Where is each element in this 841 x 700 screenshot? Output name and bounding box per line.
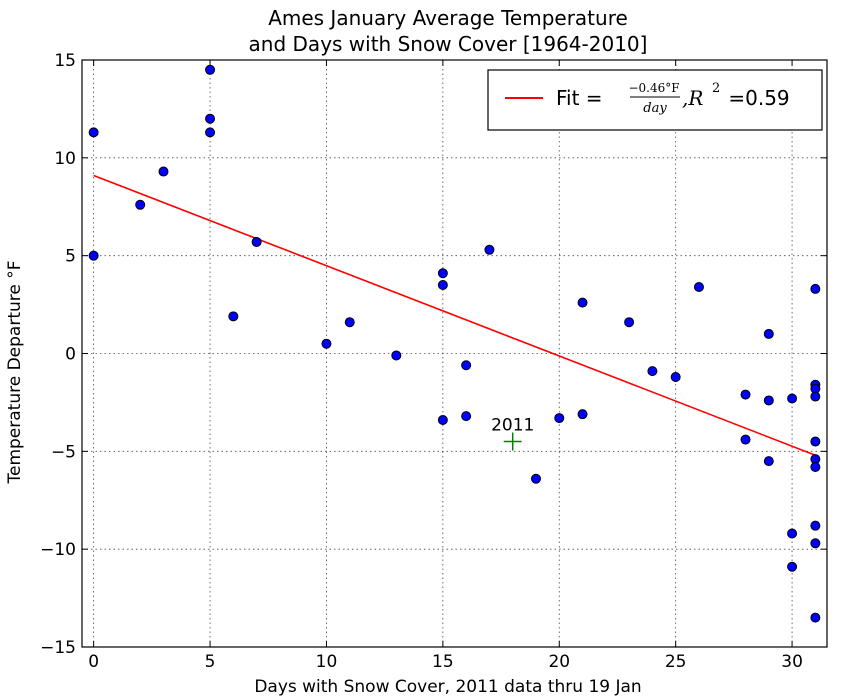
data-point (810, 436, 821, 447)
data-point (530, 473, 541, 484)
legend-r-squared-value: =0.59 (722, 86, 790, 110)
data-point (647, 366, 658, 377)
data-point (577, 409, 588, 420)
plot-frame (81, 59, 828, 648)
fit-line (93, 174, 816, 456)
chart-title-line-2: and Days with Snow Cover [1964-2010] (249, 32, 648, 56)
data-point (763, 456, 774, 467)
y-tick-label: −10 (40, 540, 76, 560)
data-point (251, 236, 262, 247)
data-point (810, 538, 821, 549)
legend-box (487, 69, 823, 131)
x-tick-label: 20 (548, 652, 570, 672)
data-point (624, 317, 635, 328)
grid-lines (82, 59, 827, 648)
data-point (577, 297, 588, 308)
data-point (88, 127, 99, 138)
legend-r-squared-symbol: ,R (682, 86, 703, 110)
data-point (787, 528, 798, 539)
y-tick-label: 10 (54, 149, 76, 169)
data-points (88, 64, 821, 623)
data-point (810, 283, 821, 294)
data-point (554, 413, 565, 424)
data-point (484, 244, 495, 255)
data-point (228, 311, 239, 322)
data-point (158, 166, 169, 177)
data-point (810, 461, 821, 472)
data-point (437, 268, 448, 279)
data-point (740, 389, 751, 400)
data-point (787, 393, 798, 404)
legend-fit-prefix: Fit = (556, 86, 609, 110)
x-tick-label: 10 (316, 652, 338, 672)
data-point (135, 199, 146, 210)
data-point (321, 338, 332, 349)
legend-fraction-numerator: −0.46°F (628, 81, 679, 95)
y-tick-label: −5 (51, 442, 76, 462)
legend-fraction-denominator: day (643, 101, 667, 116)
y-tick-label: −15 (40, 638, 76, 658)
y-axis-label: Temperature Departure °F (5, 260, 25, 484)
y-tick-label: 15 (54, 51, 76, 71)
data-point (670, 371, 681, 382)
data-point (391, 350, 402, 361)
x-axis-label: Days with Snow Cover, 2011 data thru 19 … (254, 677, 641, 697)
data-point (88, 250, 99, 261)
data-point (763, 395, 774, 406)
data-point (205, 127, 216, 138)
data-point (461, 360, 472, 371)
legend: Fit = −0.46°F day ,R 2 =0.59 (487, 69, 823, 131)
y-tick-label: 5 (65, 247, 76, 267)
data-point (205, 113, 216, 124)
data-point (787, 561, 798, 572)
axis-ticks: 0 5 10 15 20 25 30 −15 −10 −5 0 5 10 15 (40, 51, 827, 672)
chart-title-line-1: Ames January Average Temperature (268, 6, 628, 30)
y-tick-label: 0 (65, 345, 76, 365)
data-point (437, 280, 448, 291)
data-point (810, 612, 821, 623)
x-tick-label: 25 (665, 652, 687, 672)
data-point (763, 328, 774, 339)
annotation-2011-label: 2011 (491, 416, 534, 436)
data-point (461, 411, 472, 422)
data-point (810, 391, 821, 402)
data-point (810, 520, 821, 531)
data-point (344, 317, 355, 328)
x-tick-label: 0 (88, 652, 99, 672)
x-tick-label: 5 (205, 652, 216, 672)
x-tick-label: 15 (432, 652, 454, 672)
data-point (205, 64, 216, 75)
legend-r-squared-exponent: 2 (712, 81, 720, 96)
fit-line-layer (93, 174, 816, 456)
annotation-layer: 2011 (491, 416, 534, 451)
data-point (693, 281, 704, 292)
x-tick-label: 30 (781, 652, 803, 672)
data-point (437, 415, 448, 426)
data-point (740, 434, 751, 445)
